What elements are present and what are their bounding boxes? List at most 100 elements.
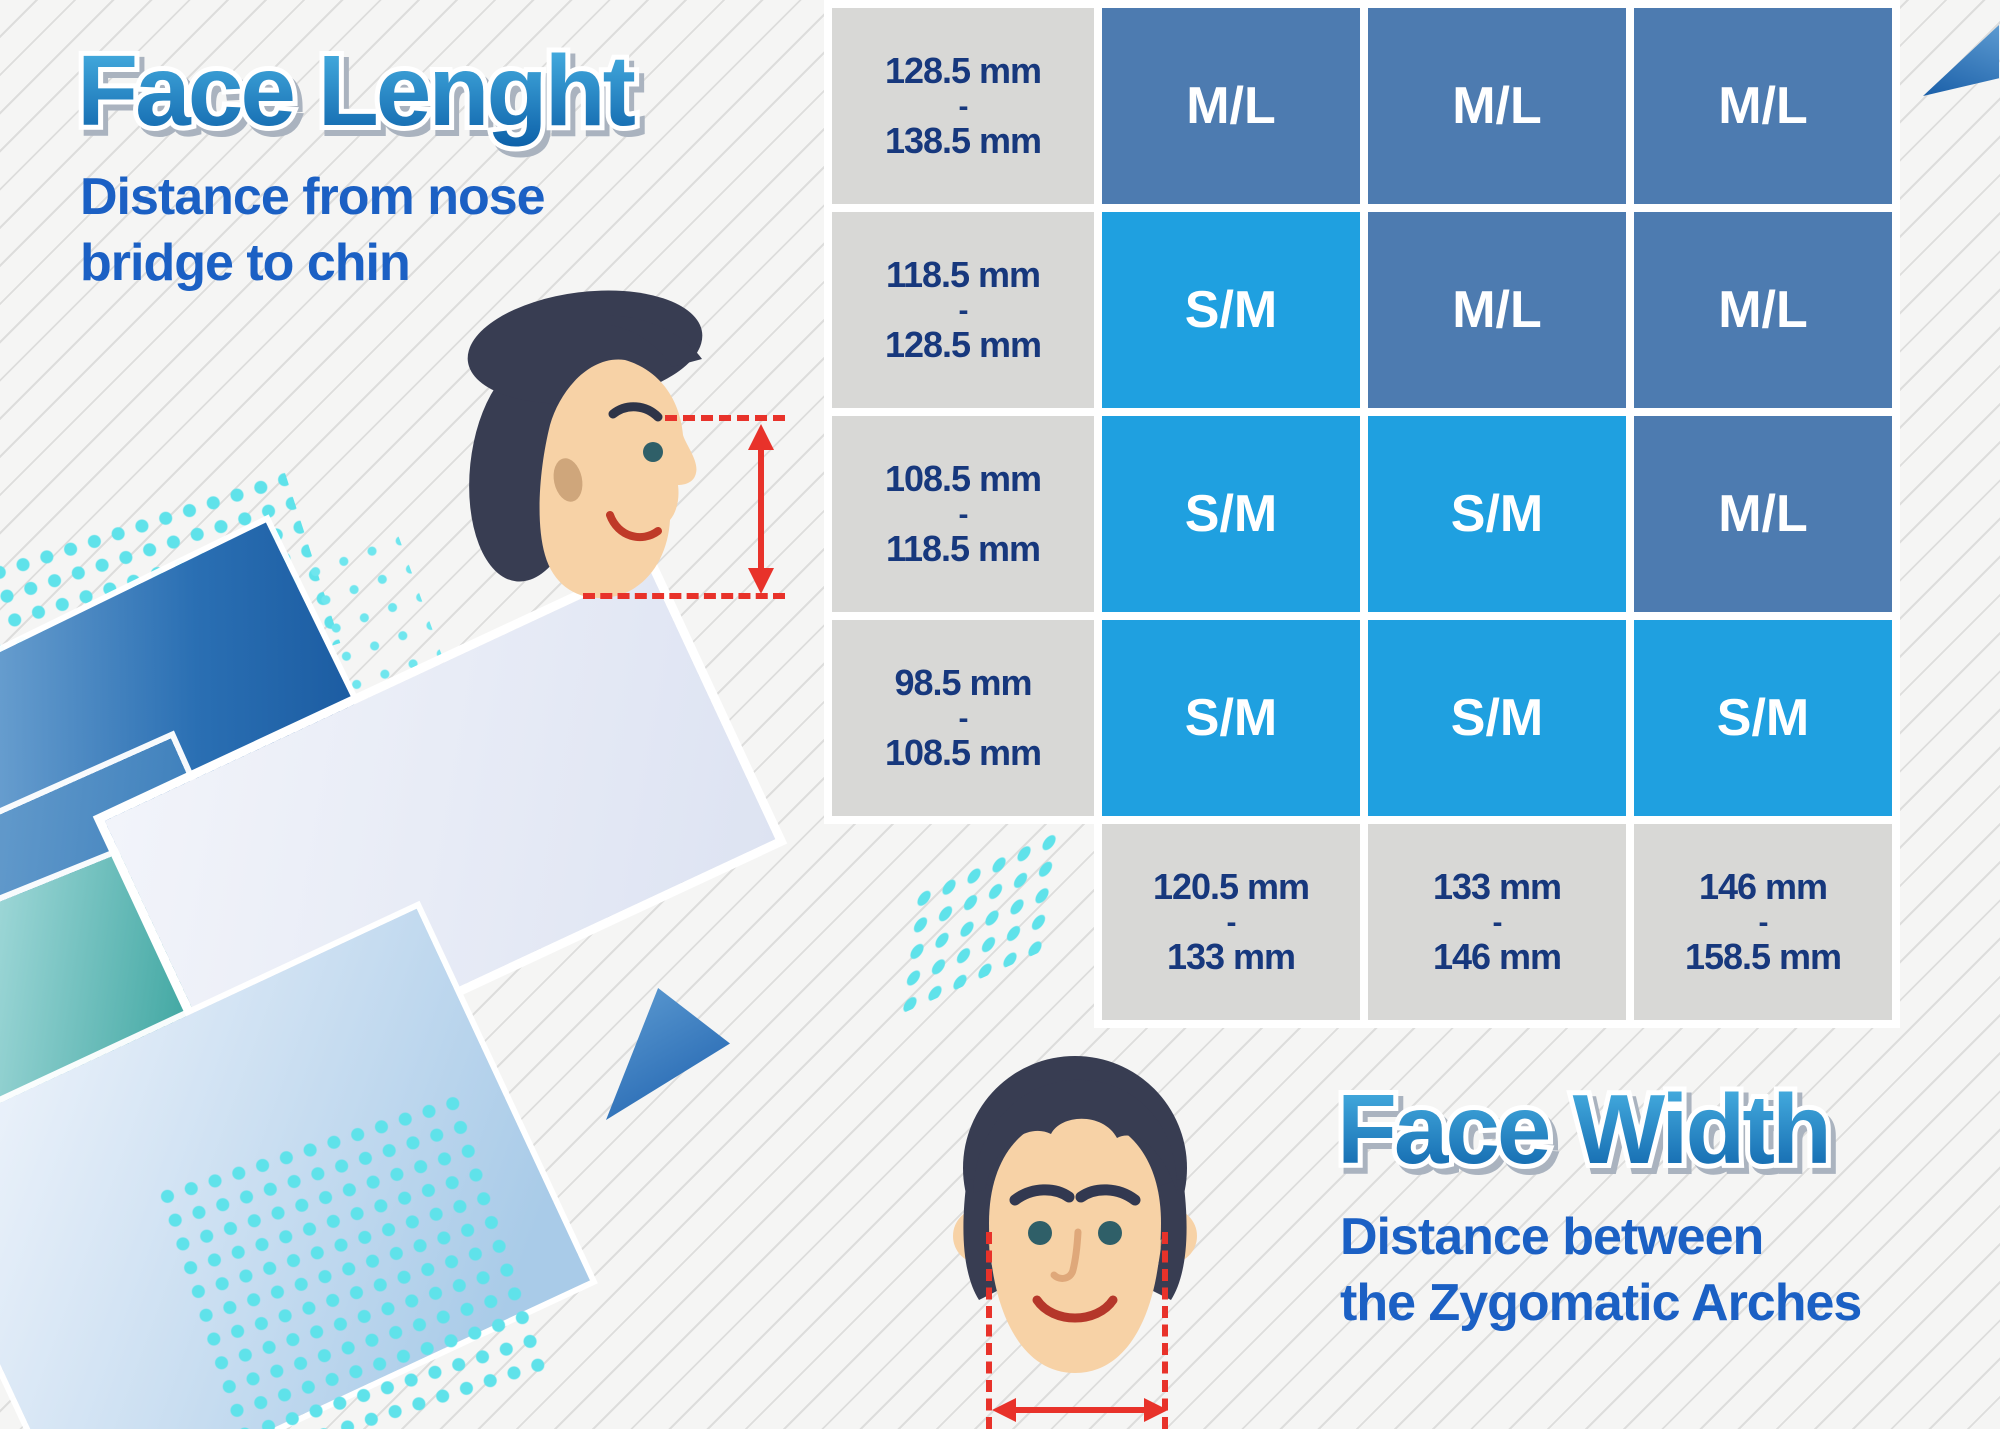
range-dash: - (958, 497, 969, 531)
size-value: S/M (1716, 689, 1810, 747)
front-face-illustration (953, 1056, 1197, 1373)
range-max: 138.5 mm (884, 119, 1042, 161)
halftone-dots-left (0, 751, 144, 1199)
face-length-arrow-icon (758, 438, 764, 578)
face-length-dash-bottom (583, 593, 785, 599)
size-value: M/L (1186, 77, 1276, 135)
table-corner-spacer (832, 824, 1094, 1020)
range-max: 108.5 mm (884, 731, 1042, 773)
deco-quad-pale-blue (0, 908, 590, 1429)
range-min: 128.5 mm (884, 50, 1042, 92)
face-width-title: Face Width Face Width (1335, 1069, 1842, 1195)
row-range-3: 108.5 mm - 118.5 mm (832, 416, 1094, 612)
size-cell-r1c1: M/L (1102, 8, 1360, 204)
range-dash: - (1492, 905, 1503, 939)
face-length-subtitle-line2: bridge to chin (80, 234, 411, 293)
face-length-arrowhead-down-icon (748, 568, 774, 594)
range-min: 133 mm (1432, 866, 1562, 908)
deco-quad-dark-blue (0, 522, 411, 1008)
col-range-1: 120.5 mm - 133 mm (1102, 824, 1360, 1020)
profile-face-illustration (467, 290, 703, 599)
face-width-title-text: Face Width (1337, 1074, 1829, 1184)
face-length-arrowhead-up-icon (748, 424, 774, 450)
face-length-subtitle: Distance from nose bridge to chin (80, 164, 546, 296)
size-cell-r3c3: M/L (1634, 416, 1892, 612)
range-dash: - (958, 701, 969, 735)
size-value: S/M (1184, 689, 1278, 747)
range-min: 98.5 mm (894, 662, 1032, 704)
deco-quad-medium-blue (0, 738, 271, 1097)
face-width-subtitle-line2: the Zygomatic Arches (1340, 1274, 1862, 1333)
size-cell-r4c3: S/M (1634, 620, 1892, 816)
halftone-dots-bottom (151, 1086, 559, 1429)
range-dash: - (958, 293, 969, 327)
size-cell-r2c1: S/M (1102, 212, 1360, 408)
face-length-title: Face Lenght Face Lenght (75, 30, 649, 158)
size-value: S/M (1450, 689, 1544, 747)
face-width-arrowhead-right-icon (1144, 1398, 1168, 1422)
size-value: M/L (1718, 77, 1808, 135)
row-range-4: 98.5 mm - 108.5 mm (832, 620, 1094, 816)
range-min: 108.5 mm (884, 458, 1042, 500)
size-cell-r4c1: S/M (1102, 620, 1360, 816)
range-dash: - (1758, 905, 1769, 939)
face-length-dash-top (665, 415, 785, 421)
size-lookup-table: 128.5 mm - 138.5 mm M/L M/L M/L 118.5 mm… (832, 8, 1892, 1020)
face-width-subtitle-line1: Distance between (1340, 1208, 1764, 1266)
deco-quad-teal (0, 837, 232, 1118)
face-length-title-shadow: Face Lenght (82, 41, 641, 153)
size-value: M/L (1718, 485, 1808, 543)
size-cell-r2c3: M/L (1634, 212, 1892, 408)
size-cell-r1c2: M/L (1368, 8, 1626, 204)
col-range-2: 133 mm - 146 mm (1368, 824, 1626, 1020)
face-width-arrow-icon (1010, 1407, 1144, 1413)
eyebrow-right (1075, 1184, 1141, 1206)
ear-shading (553, 458, 583, 502)
hair-fringe (973, 1079, 1178, 1193)
smile (606, 511, 662, 542)
size-value: S/M (1184, 281, 1278, 339)
size-cell-r3c2: S/M (1368, 416, 1626, 612)
row-range-2: 118.5 mm - 128.5 mm (832, 212, 1094, 408)
eye (643, 442, 663, 462)
nose (1050, 1228, 1082, 1282)
col-range-3: 146 mm - 158.5 mm (1634, 824, 1892, 1020)
size-cell-r3c1: S/M (1102, 416, 1360, 612)
hair-sidelock-right (1151, 1178, 1187, 1300)
size-value: M/L (1452, 281, 1542, 339)
size-cell-r1c3: M/L (1634, 8, 1892, 204)
range-dash: - (958, 89, 969, 123)
halftone-dots-topleft (0, 466, 341, 749)
range-max: 118.5 mm (885, 527, 1041, 569)
face-length-title-text: Face Lenght (77, 35, 636, 147)
smile (1032, 1295, 1118, 1323)
range-dash: - (1226, 905, 1237, 939)
range-min: 118.5 mm (885, 254, 1041, 296)
face-width-dash-right (1162, 1232, 1168, 1429)
deco-triangle-small (606, 988, 730, 1120)
face-width-dash-left (986, 1232, 992, 1429)
size-value: M/L (1452, 77, 1542, 135)
eyebrow (608, 402, 663, 422)
size-cell-r2c2: M/L (1368, 212, 1626, 408)
face-width-subtitle: Distance between the Zygomatic Arches (1340, 1204, 1862, 1336)
face-length-subtitle-line1: Distance from nose (80, 168, 546, 226)
range-min: 146 mm (1698, 866, 1828, 908)
range-max: 133 mm (1166, 935, 1296, 977)
face-width-arrowhead-left-icon (992, 1398, 1016, 1422)
deco-triangle-topright (1923, 24, 1999, 96)
row-range-1: 128.5 mm - 138.5 mm (832, 8, 1094, 204)
range-min: 120.5 mm (1152, 866, 1310, 908)
size-value: S/M (1184, 485, 1278, 543)
range-max: 158.5 mm (1684, 935, 1842, 977)
range-max: 128.5 mm (884, 323, 1042, 365)
range-max: 146 mm (1432, 935, 1562, 977)
deco-quad-lavender (104, 567, 776, 1093)
eye-right (1098, 1221, 1122, 1245)
size-value: S/M (1450, 485, 1544, 543)
hair-spike (610, 315, 702, 367)
size-cell-r4c2: S/M (1368, 620, 1626, 816)
face-width-title-shadow: Face Width (1342, 1080, 1834, 1190)
size-value: M/L (1718, 281, 1808, 339)
